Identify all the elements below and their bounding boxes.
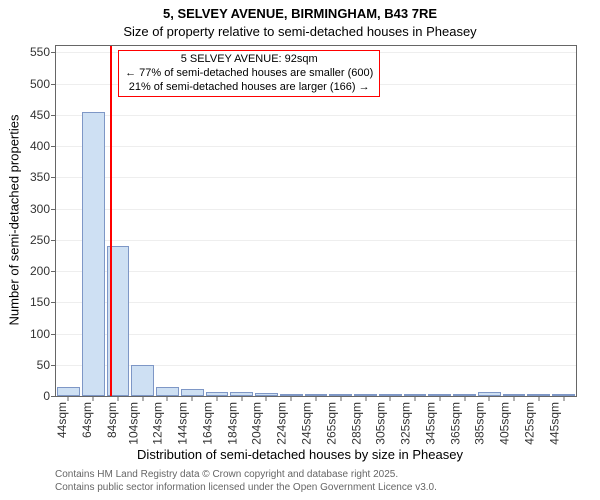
ytick-mark [51,365,56,366]
xtick-mark [439,396,440,401]
xtick-mark [93,396,94,401]
y-axis-label: Number of semi-detached properties [7,115,22,326]
ytick-mark [51,52,56,53]
xtick-label: 184sqm [225,402,239,445]
property-marker-line [110,46,112,396]
ytick-label: 450 [30,108,50,122]
ytick-mark [51,240,56,241]
xtick-label: 365sqm [448,402,462,445]
xtick-label: 144sqm [176,402,190,445]
xtick-mark [68,396,69,401]
xtick-label: 104sqm [126,402,140,445]
footer-line2: Contains public sector information licen… [55,482,437,493]
ytick-mark [51,334,56,335]
ytick-mark [51,271,56,272]
xtick-label: 345sqm [423,402,437,445]
xtick-label: 64sqm [80,402,94,438]
ytick-label: 250 [30,233,50,247]
xtick-label: 84sqm [105,402,119,438]
ytick-mark [51,396,56,397]
gridline [56,302,576,303]
gridline [56,240,576,241]
xtick-mark [415,396,416,401]
xtick-label: 44sqm [55,402,69,438]
xtick-label: 204sqm [250,402,264,445]
histogram-bar [156,387,179,396]
xtick-mark [316,396,317,401]
ytick-label: 200 [30,264,50,278]
chart-subtitle: Size of property relative to semi-detach… [0,24,600,39]
annotation-line3: 21% of semi-detached houses are larger (… [125,81,373,95]
ytick-label: 150 [30,295,50,309]
xtick-label: 285sqm [349,402,363,445]
x-axis-label: Distribution of semi-detached houses by … [0,447,600,462]
xtick-label: 305sqm [374,402,388,445]
xtick-mark [563,396,564,401]
gridline [56,209,576,210]
ytick-mark [51,115,56,116]
xtick-label: 164sqm [201,402,215,445]
xtick-mark [266,396,267,401]
xtick-mark [340,396,341,401]
xtick-mark [489,396,490,401]
ytick-label: 550 [30,45,50,59]
xtick-label: 425sqm [522,402,536,445]
xtick-mark [291,396,292,401]
gridline [56,334,576,335]
xtick-mark [241,396,242,401]
xtick-mark [390,396,391,401]
ytick-label: 50 [37,358,50,372]
gridline [56,271,576,272]
ytick-mark [51,84,56,85]
annotation-line2: ← 77% of semi-detached houses are smalle… [125,67,373,81]
xtick-mark [117,396,118,401]
chart-container: { "chart": { "type": "histogram", "title… [0,0,600,500]
gridline [56,177,576,178]
xtick-mark [142,396,143,401]
ytick-label: 500 [30,77,50,91]
histogram-bar [131,365,154,396]
xtick-label: 405sqm [498,402,512,445]
xtick-label: 325sqm [399,402,413,445]
ytick-mark [51,209,56,210]
footer-line1: Contains HM Land Registry data © Crown c… [55,469,398,480]
xtick-mark [216,396,217,401]
ytick-label: 0 [43,389,50,403]
ytick-mark [51,146,56,147]
xtick-mark [464,396,465,401]
histogram-bar [181,389,204,397]
ytick-mark [51,177,56,178]
histogram-bar [57,387,80,396]
marker-annotation: 5 SELVEY AVENUE: 92sqm ← 77% of semi-det… [118,50,380,97]
xtick-label: 224sqm [275,402,289,445]
chart-title-address: 5, SELVEY AVENUE, BIRMINGHAM, B43 7RE [0,6,600,21]
xtick-mark [538,396,539,401]
xtick-mark [192,396,193,401]
xtick-mark [514,396,515,401]
xtick-label: 445sqm [547,402,561,445]
xtick-mark [167,396,168,401]
ytick-label: 100 [30,327,50,341]
xtick-mark [365,396,366,401]
plot-area: 05010015020025030035040045050055044sqm64… [55,45,577,397]
annotation-line1: 5 SELVEY AVENUE: 92sqm [125,53,373,67]
ytick-label: 300 [30,202,50,216]
histogram-bar [82,112,105,396]
gridline [56,146,576,147]
xtick-label: 124sqm [151,402,165,445]
xtick-label: 245sqm [300,402,314,445]
gridline [56,115,576,116]
ytick-label: 350 [30,170,50,184]
ytick-label: 400 [30,139,50,153]
xtick-label: 265sqm [324,402,338,445]
xtick-label: 385sqm [473,402,487,445]
ytick-mark [51,302,56,303]
